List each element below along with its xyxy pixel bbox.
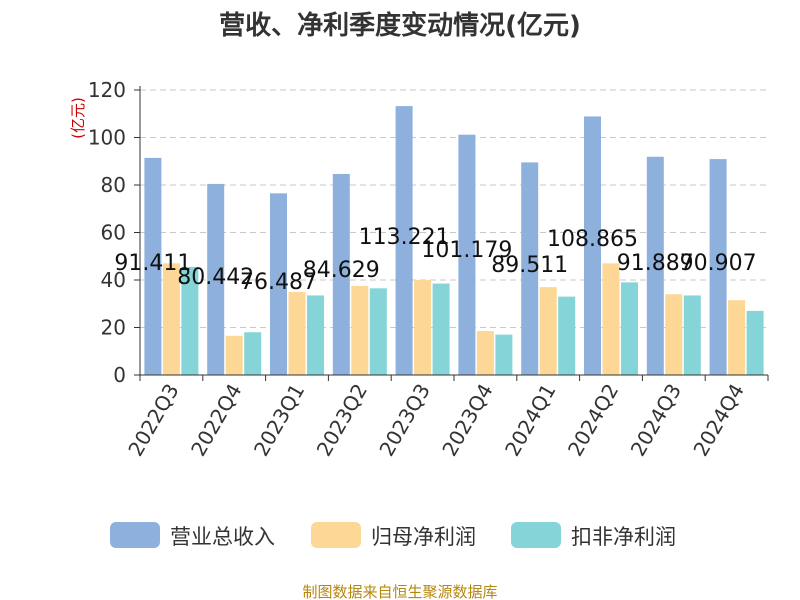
data-label: 91.411	[114, 251, 191, 276]
x-tick-label: 2024Q2	[563, 380, 623, 461]
y-axis-unit: (亿元)	[69, 97, 87, 139]
bar-3	[621, 282, 638, 375]
x-tick-label: 2023Q2	[312, 380, 372, 461]
source-note: 制图数据来自恒生聚源数据库	[302, 583, 497, 600]
x-tick-label: 2023Q1	[249, 380, 309, 461]
chart-title: 营收、净利季度变动情况(亿元)	[219, 10, 581, 41]
x-tick-label: 2023Q3	[374, 380, 434, 461]
legend-label: 营业总收入	[170, 525, 275, 549]
bar-3	[432, 283, 450, 375]
bar-1	[207, 183, 225, 375]
legend-swatch	[110, 522, 160, 548]
bar-2	[414, 280, 432, 375]
bar-1	[709, 159, 727, 375]
bar-1	[458, 134, 476, 375]
legend-swatch	[311, 522, 361, 548]
bar-1	[584, 116, 601, 376]
data-label: 76.487	[240, 270, 317, 295]
bar-2	[539, 287, 557, 375]
data-label: 89.511	[491, 253, 568, 278]
y-tick-label: 120	[88, 78, 126, 102]
data-label: 84.629	[303, 258, 380, 283]
bar-1	[521, 162, 539, 375]
x-axis-ticks: 2022Q3 2022Q4 2023Q1 2023Q2 2023Q3 2023Q4 2024…	[123, 380, 749, 461]
axes	[134, 86, 769, 381]
y-tick-label: 40	[101, 268, 126, 292]
bars	[144, 106, 764, 376]
y-tick-label: 0	[113, 363, 126, 387]
bar-3	[746, 310, 764, 375]
y-tick-label: 100	[88, 126, 126, 150]
x-tick-label: 2024Q3	[626, 380, 686, 461]
y-tick-label: 80	[101, 173, 126, 197]
bar-2	[351, 285, 369, 375]
bar-3	[181, 266, 199, 375]
bar-1	[646, 156, 664, 375]
data-label: 113.221	[359, 225, 450, 250]
x-tick-label: 2022Q4	[186, 380, 246, 461]
bar-2	[476, 331, 494, 375]
data-label: 101.179	[421, 238, 512, 263]
bar-1	[270, 193, 287, 375]
bar-3	[244, 332, 262, 375]
bar-3	[558, 296, 576, 375]
bar-2	[288, 291, 306, 375]
bar-1	[332, 174, 350, 375]
legend: 营业总收入 归母净利润 扣非净利润	[110, 522, 676, 549]
bar-2	[162, 263, 180, 375]
bar-3	[683, 295, 701, 375]
x-tick-label: 2023Q4	[437, 380, 497, 461]
data-label: 90.907	[680, 251, 757, 276]
gridlines	[140, 89, 768, 328]
bar-3	[307, 295, 324, 375]
x-tick-label: 2022Q3	[123, 380, 183, 461]
y-tick-label: 60	[101, 221, 126, 245]
bar-2	[665, 294, 683, 375]
data-label: 80.442	[177, 265, 254, 290]
legend-swatch	[511, 522, 561, 548]
bar-2	[602, 263, 620, 375]
y-tick-label: 20	[101, 316, 126, 340]
y-axis-ticks: 0 20 40 60 80 100 120	[88, 78, 126, 387]
bar-1	[144, 157, 162, 375]
data-label: 91.887	[617, 251, 694, 276]
legend-label: 扣非净利润	[571, 525, 676, 549]
bar-2	[728, 300, 746, 375]
x-tick-label: 2024Q4	[688, 380, 748, 461]
legend-label: 归母净利润	[371, 525, 476, 549]
bar-1	[395, 106, 413, 375]
bar-3	[495, 334, 513, 375]
x-tick-label: 2024Q1	[500, 380, 560, 461]
data-label: 108.865	[547, 227, 638, 252]
bar-3	[369, 288, 387, 375]
bar-2	[225, 335, 243, 375]
